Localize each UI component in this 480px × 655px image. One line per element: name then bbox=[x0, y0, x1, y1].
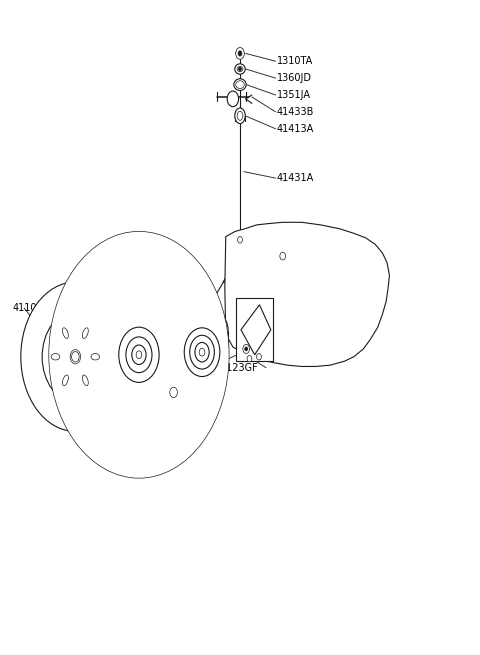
Ellipse shape bbox=[83, 328, 88, 339]
Ellipse shape bbox=[190, 335, 215, 369]
Ellipse shape bbox=[91, 354, 99, 360]
Circle shape bbox=[280, 252, 286, 260]
Ellipse shape bbox=[119, 328, 159, 383]
Ellipse shape bbox=[126, 337, 152, 373]
Ellipse shape bbox=[70, 350, 81, 364]
Ellipse shape bbox=[209, 315, 228, 346]
Polygon shape bbox=[225, 222, 389, 366]
Text: 1310TA: 1310TA bbox=[277, 56, 313, 66]
Ellipse shape bbox=[62, 328, 68, 339]
Ellipse shape bbox=[237, 66, 243, 71]
Ellipse shape bbox=[237, 111, 243, 121]
Polygon shape bbox=[241, 305, 271, 355]
Ellipse shape bbox=[136, 351, 142, 359]
Ellipse shape bbox=[235, 64, 245, 74]
Text: 1351JA: 1351JA bbox=[277, 90, 311, 100]
Text: 41413A: 41413A bbox=[277, 124, 314, 134]
Ellipse shape bbox=[195, 343, 209, 362]
Text: 41426: 41426 bbox=[192, 356, 223, 366]
Circle shape bbox=[236, 48, 244, 59]
Polygon shape bbox=[236, 298, 273, 362]
Circle shape bbox=[245, 347, 248, 351]
Ellipse shape bbox=[235, 108, 245, 124]
Ellipse shape bbox=[49, 231, 229, 478]
Ellipse shape bbox=[184, 328, 220, 377]
Ellipse shape bbox=[60, 335, 91, 378]
Ellipse shape bbox=[213, 320, 225, 341]
Circle shape bbox=[247, 356, 252, 362]
Ellipse shape bbox=[199, 348, 205, 356]
Text: 41300: 41300 bbox=[91, 277, 121, 287]
Text: 1123GT: 1123GT bbox=[129, 402, 166, 412]
Ellipse shape bbox=[83, 375, 88, 386]
Text: 41421B: 41421B bbox=[131, 291, 168, 301]
Ellipse shape bbox=[51, 354, 60, 360]
Text: 1360JD: 1360JD bbox=[277, 73, 312, 83]
Ellipse shape bbox=[54, 328, 96, 386]
Circle shape bbox=[227, 91, 239, 107]
Circle shape bbox=[243, 345, 250, 354]
Circle shape bbox=[170, 387, 178, 398]
Ellipse shape bbox=[236, 48, 244, 60]
Ellipse shape bbox=[236, 81, 244, 88]
Circle shape bbox=[239, 67, 241, 71]
Text: 41431A: 41431A bbox=[277, 173, 314, 183]
Ellipse shape bbox=[42, 311, 108, 402]
Text: 41100: 41100 bbox=[12, 303, 43, 313]
Ellipse shape bbox=[21, 282, 130, 432]
Circle shape bbox=[72, 352, 79, 362]
Circle shape bbox=[257, 354, 261, 360]
Text: 1123GF: 1123GF bbox=[221, 363, 259, 373]
Text: 41433B: 41433B bbox=[277, 107, 314, 117]
Ellipse shape bbox=[80, 274, 198, 436]
Ellipse shape bbox=[62, 375, 68, 386]
Ellipse shape bbox=[132, 345, 146, 365]
Ellipse shape bbox=[234, 79, 246, 90]
Circle shape bbox=[238, 51, 242, 56]
Circle shape bbox=[238, 236, 242, 243]
